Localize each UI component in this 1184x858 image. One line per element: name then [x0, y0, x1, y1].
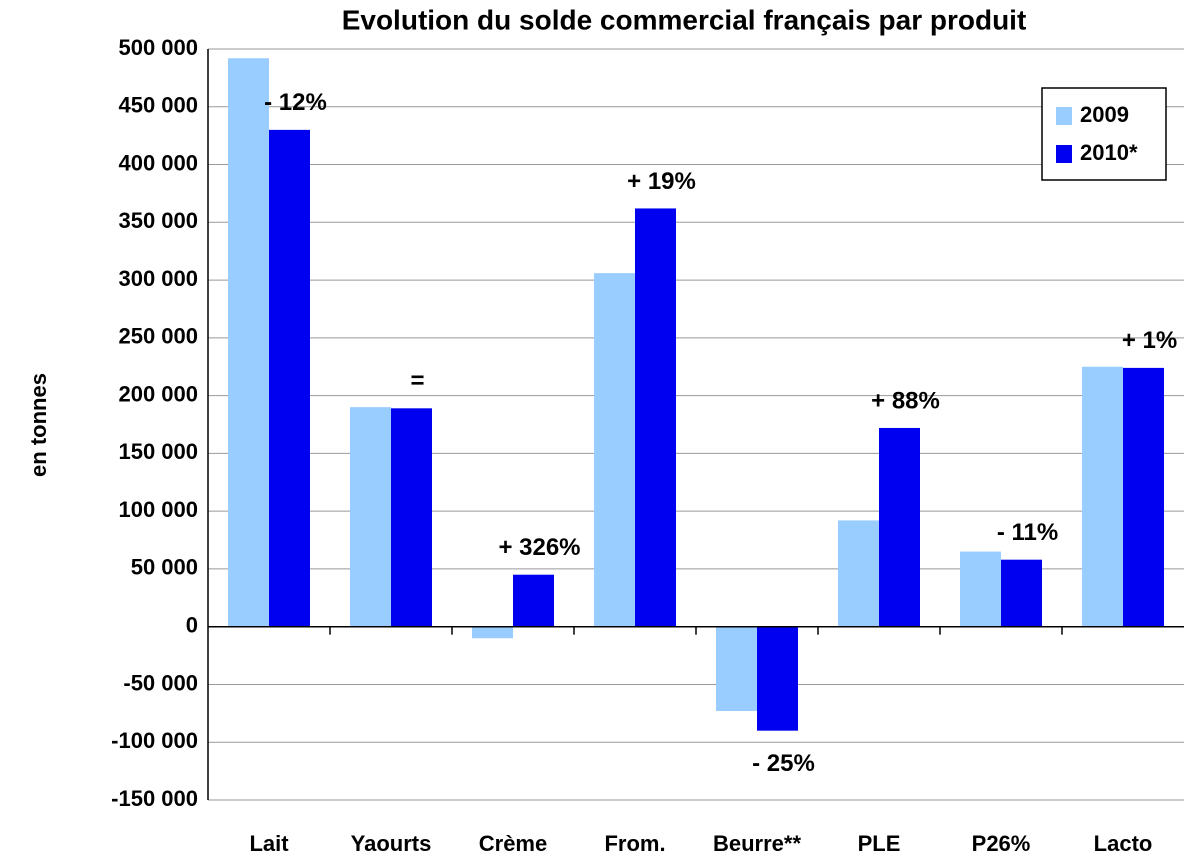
annotation: - 25% — [752, 750, 815, 777]
bar — [838, 520, 879, 627]
y-tick-label: 300 000 — [118, 266, 198, 291]
x-tick-label: PLE — [858, 831, 901, 856]
y-tick-label: 250 000 — [118, 324, 198, 349]
annotation: + 19% — [627, 168, 696, 195]
x-tick-label: Lacto — [1094, 831, 1153, 856]
x-tick-label: Crème — [479, 831, 547, 856]
x-tick-label: From. — [604, 831, 665, 856]
annotation: - 11% — [997, 519, 1058, 546]
x-tick-label: Yaourts — [351, 831, 432, 856]
y-tick-label: 100 000 — [118, 497, 198, 522]
y-tick-label: 0 — [186, 613, 198, 638]
legend-swatch — [1056, 107, 1072, 125]
bar — [1123, 367, 1164, 627]
legend-label: 2009 — [1080, 102, 1129, 127]
y-tick-label: 500 000 — [118, 35, 198, 60]
annotation: + 88% — [871, 387, 940, 414]
legend-label: 2010* — [1080, 140, 1138, 165]
chart-title: Evolution du solde commercial français p… — [342, 4, 1027, 35]
x-tick-label: Beurre** — [713, 831, 801, 856]
annotation: + 1% — [1122, 327, 1177, 354]
y-tick-label: -150 000 — [111, 786, 198, 811]
legend-swatch — [1056, 145, 1072, 163]
y-axis-title: en tonnes — [26, 373, 51, 477]
annotation: + 326% — [498, 534, 580, 561]
bar — [879, 427, 920, 627]
y-tick-label: 200 000 — [118, 381, 198, 406]
bar — [513, 574, 554, 627]
x-tick-label: P26% — [972, 831, 1031, 856]
x-tick-label: Lait — [249, 831, 289, 856]
bar — [228, 58, 269, 627]
bar — [960, 551, 1001, 627]
y-tick-label: -100 000 — [111, 728, 198, 753]
legend-box — [1041, 87, 1167, 181]
bar — [1082, 366, 1123, 627]
annotation: - 12% — [264, 89, 327, 116]
y-tick-label: 50 000 — [131, 555, 198, 580]
annotation: = — [410, 368, 424, 395]
y-tick-label: 450 000 — [118, 93, 198, 118]
bar — [716, 626, 757, 712]
bar — [594, 273, 635, 627]
bar — [757, 626, 798, 731]
bar — [472, 626, 513, 639]
bar — [350, 407, 391, 627]
y-tick-label: 150 000 — [118, 439, 198, 464]
bar — [1001, 559, 1042, 627]
y-tick-label: 400 000 — [118, 150, 198, 175]
bar — [391, 408, 432, 627]
bar — [269, 129, 310, 627]
y-tick-label: 350 000 — [118, 208, 198, 233]
y-tick-label: -50 000 — [123, 670, 198, 695]
bar — [635, 208, 676, 627]
